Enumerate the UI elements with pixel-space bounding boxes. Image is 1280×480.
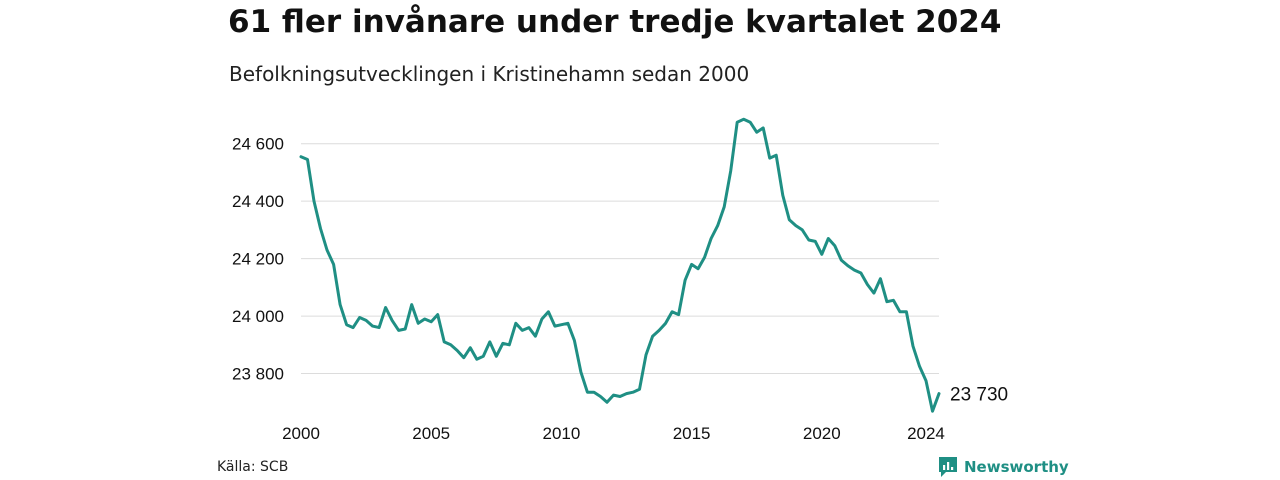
x-tick-label: 2010: [542, 424, 580, 443]
x-tick-label: 2000: [282, 424, 320, 443]
chart-title: 61 fler invånare under tredje kvartalet …: [228, 4, 1002, 40]
brand-logo: Newsworthy: [938, 456, 1069, 478]
x-tick-label: 2024: [907, 424, 945, 443]
brand-name: Newsworthy: [964, 458, 1069, 476]
last-value-label: 23 730: [950, 385, 1008, 406]
x-tick-label: 2005: [412, 424, 450, 443]
newsworthy-logo-icon: [939, 457, 957, 477]
gridlines: [301, 143, 939, 375]
y-axis-ticks: 23 800 24 000 24 200 24 400 24 600: [232, 135, 284, 384]
y-tick-label: 24 200: [232, 250, 284, 269]
y-tick-label: 24 400: [232, 192, 284, 211]
x-axis-ticks: 2000 2005 2010 2015 2020 2024: [282, 424, 945, 443]
source-note: Källa: SCB: [217, 459, 289, 475]
x-tick-label: 2015: [673, 424, 711, 443]
population-series-line: [299, 117, 941, 413]
y-tick-label: 24 000: [232, 307, 284, 326]
y-tick-label: 23 800: [232, 365, 284, 384]
x-tick-label: 2020: [803, 424, 841, 443]
chart-subtitle: Befolkningsutvecklingen i Kristinehamn s…: [229, 62, 750, 86]
y-tick-label: 24 600: [232, 135, 284, 154]
